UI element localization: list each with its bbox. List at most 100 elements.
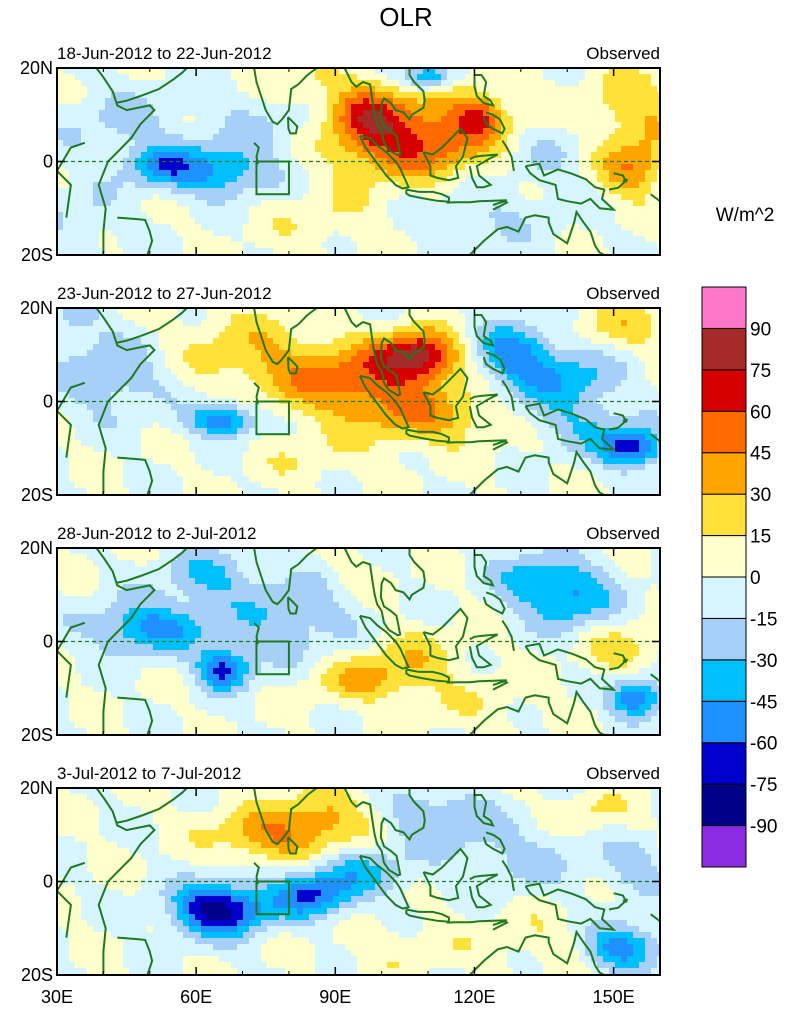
coastlines — [57, 308, 660, 495]
colorbar-label: -75 — [750, 775, 777, 796]
y-tick-label: 0 — [43, 632, 53, 652]
coastline — [224, 308, 318, 366]
colorbar-label: 90 — [750, 319, 771, 340]
coastline — [482, 831, 506, 855]
coastline — [501, 139, 515, 172]
coastline — [501, 859, 515, 892]
coastline — [95, 788, 156, 975]
coastline — [343, 308, 426, 397]
coastline — [650, 433, 660, 442]
coastline — [117, 456, 154, 495]
coastline — [95, 548, 156, 735]
panel-date-range: 18-Jun-2012 to 22-Jun-2012 — [57, 44, 272, 63]
map-panel: 20N 0 20S 23-Jun-2012 to 27-Jun-2012 Observe… — [20, 284, 661, 505]
coastline — [524, 882, 617, 931]
colorbar: -90 -75 -60 -45 -30 -15 0 15 30 45 60 75 90 — [701, 286, 777, 868]
colorbar-label: 75 — [750, 361, 771, 382]
coastline — [468, 393, 499, 429]
coastline — [57, 861, 86, 938]
y-tick-label: 20N — [20, 298, 53, 318]
coastline — [422, 127, 469, 182]
coastline — [422, 847, 469, 902]
coastlines — [57, 68, 660, 255]
colorbar-label: -45 — [750, 692, 777, 713]
coastline — [473, 74, 495, 107]
panel-tag: Observed — [586, 764, 660, 783]
coastline — [343, 788, 426, 877]
colorbar-label: 0 — [750, 568, 761, 589]
coastline — [524, 642, 617, 691]
y-tick-label: 0 — [43, 872, 53, 892]
coastline — [358, 374, 411, 430]
panel-tag: Observed — [586, 44, 660, 63]
coastline — [492, 440, 509, 451]
coastline — [287, 836, 299, 855]
coastline — [287, 116, 299, 135]
coastline — [473, 554, 495, 587]
coastline — [57, 141, 86, 218]
y-tick-label: 0 — [43, 152, 53, 172]
coastline — [117, 936, 154, 975]
y-tick-label: 20S — [21, 245, 53, 265]
colorbar-swatch — [701, 576, 747, 619]
coastlines — [57, 788, 660, 975]
x-tick-label: 90E — [319, 987, 351, 1007]
y-tick-label: 20S — [21, 485, 53, 505]
coastline — [501, 379, 515, 412]
study-box — [255, 880, 290, 916]
x-tick-label: 120E — [453, 987, 495, 1007]
coastline — [358, 854, 411, 910]
units-label: W/m^2 — [716, 205, 775, 226]
coastline — [468, 873, 499, 909]
coastline — [117, 216, 154, 255]
colorbar-label: 30 — [750, 485, 771, 506]
coastline — [343, 68, 426, 157]
colorbar-label: 15 — [750, 527, 771, 548]
colorbar-swatch — [701, 742, 747, 785]
y-tick-label: 20N — [20, 58, 53, 78]
x-axis: 30E 60E 90E 120E 150E — [41, 987, 635, 1007]
coastline — [482, 111, 506, 135]
coastline — [613, 172, 628, 183]
study-box — [255, 400, 290, 436]
coastline — [446, 679, 507, 684]
colorbar-swatch — [701, 535, 747, 578]
x-tick-label: 150E — [593, 987, 635, 1007]
colorbar-swatch — [701, 410, 747, 454]
coastline — [613, 892, 628, 903]
coastline — [117, 548, 188, 584]
colorbar-label: -30 — [750, 651, 777, 672]
colorbar-swatch — [701, 286, 747, 329]
panel-tag: Observed — [586, 524, 660, 543]
coastline — [492, 920, 509, 931]
colorbar-swatch — [701, 617, 747, 661]
coastline — [224, 68, 318, 126]
coastline — [117, 788, 188, 824]
colorbar-swatch — [701, 327, 747, 371]
coastline — [492, 680, 509, 691]
map-panel: 20N 0 20S 28-Jun-2012 to 2-Jul-2012 Observed — [20, 524, 661, 745]
colorbar-swatch — [701, 369, 747, 412]
coastline — [57, 621, 86, 698]
coastline — [117, 68, 188, 104]
colorbar-swatch — [701, 783, 747, 827]
coastline — [469, 689, 605, 735]
olr-field — [57, 308, 660, 495]
coastline — [469, 929, 605, 975]
coastline — [57, 381, 86, 458]
y-tick-label: 20N — [20, 538, 53, 558]
study-box — [255, 640, 290, 676]
coastline — [95, 68, 156, 255]
colorbar-label: 45 — [750, 444, 771, 465]
coastline — [358, 614, 411, 670]
coastline — [117, 308, 188, 344]
colorbar-swatch — [701, 452, 747, 495]
coastline — [358, 134, 411, 190]
y-tick-label: 20N — [20, 778, 53, 798]
coastline — [422, 367, 469, 422]
coastline — [482, 351, 506, 375]
coastline — [469, 449, 605, 495]
coastline — [650, 913, 660, 922]
coastline — [468, 633, 499, 669]
